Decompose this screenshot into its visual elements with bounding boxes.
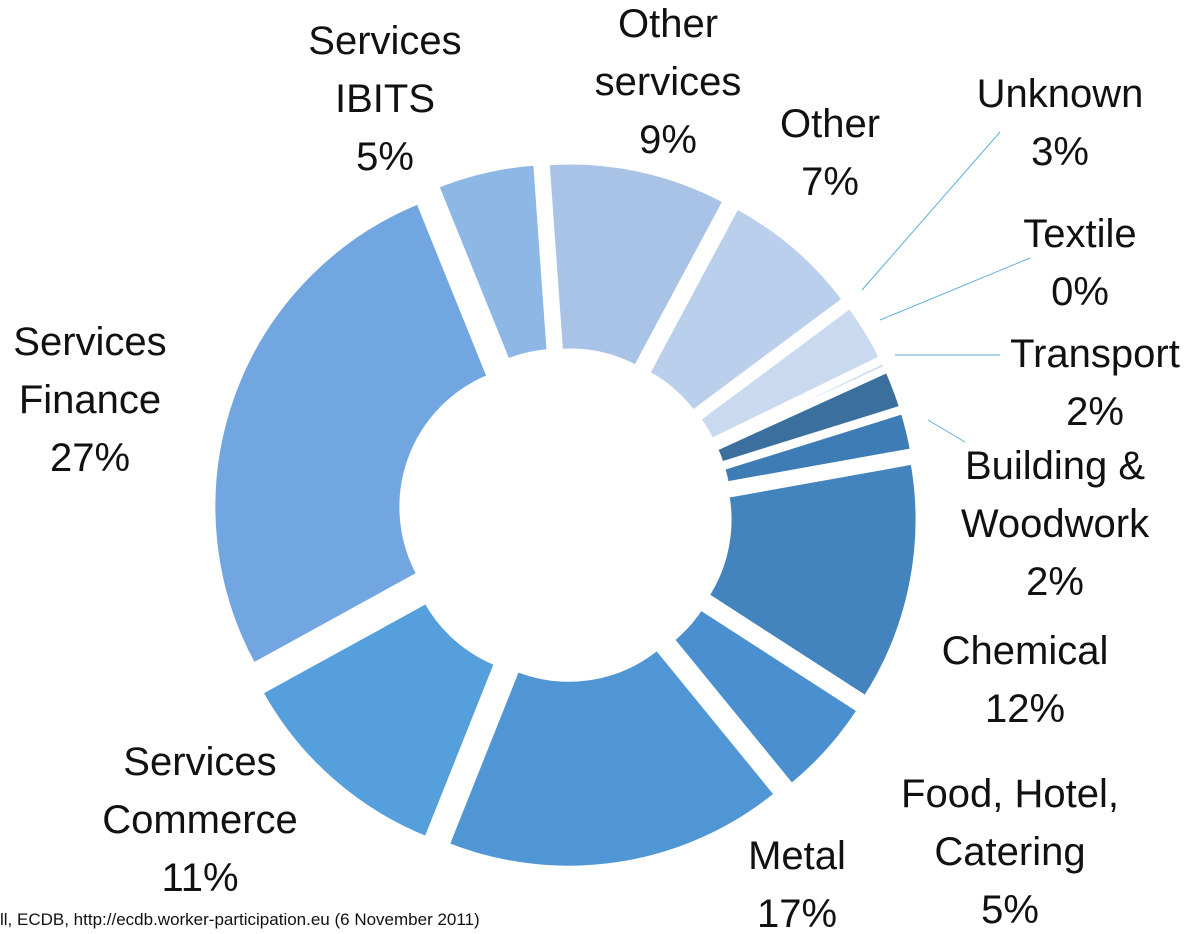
category-name: Services Finance [13,320,167,422]
data-label: Unknown 3% [900,65,1204,181]
data-label: Building & Woodwork 2% [895,437,1204,611]
category-name: Other services [594,2,742,104]
donut-segment [209,197,494,671]
data-label: Other services 9% [508,0,828,169]
value-label: 9% [639,118,697,162]
leader-line [927,419,966,443]
leader-lines [861,131,1031,443]
data-label: Services IBITS 5% [225,12,545,186]
category-name: Other [779,102,881,146]
value-label: 5% [356,135,414,179]
donut-segment [701,457,922,703]
leader-line [879,257,1031,321]
data-label: Metal 17% [637,827,957,934]
value-label: 5% [981,888,1039,932]
category-name: Building & Woodwork [960,444,1150,546]
leader-line [861,131,1001,291]
category-name: Unknown [976,72,1144,116]
value-label: 12% [984,687,1066,731]
value-label: 2% [1026,560,1084,604]
donut-segment [710,365,907,469]
value-label: 0% [1051,270,1109,314]
donut-segment [718,407,917,489]
category-name: Chemical [941,629,1109,673]
category-name: Services IBITS [308,19,462,121]
data-label: Services Finance 27% [0,313,250,487]
category-name: Metal [748,834,846,878]
data-label: Services Commerce 11% [40,733,360,907]
donut-segment [642,201,850,418]
value-label: 17% [756,892,838,934]
data-label: Chemical 12% [865,622,1185,738]
data-label: Food, Hotel, Catering 5% [850,765,1170,934]
data-label: Other 7% [670,95,990,211]
category-name: Food, Hotel, Catering [901,772,1119,874]
value-label: 3% [1031,130,1089,174]
value-label: 11% [161,856,239,900]
category-name: Transport [1010,332,1180,376]
donut-segment [255,596,502,844]
donut-segment [693,301,887,446]
category-name: Textile [1023,212,1137,256]
donut-segment [442,642,782,872]
value-label: 27% [49,436,131,480]
value-label: 7% [801,160,859,204]
donut-segment [667,602,865,791]
donut-segment [543,158,731,373]
data-label: Textile 0% [920,205,1204,321]
donut-segment [432,159,553,366]
source-note: ll, ECDB, http://ecdb.worker-participati… [0,910,480,929]
category-name: Services Commerce [102,740,298,842]
value-label: 2% [1066,390,1124,434]
data-label: Transport 2% [935,325,1204,441]
